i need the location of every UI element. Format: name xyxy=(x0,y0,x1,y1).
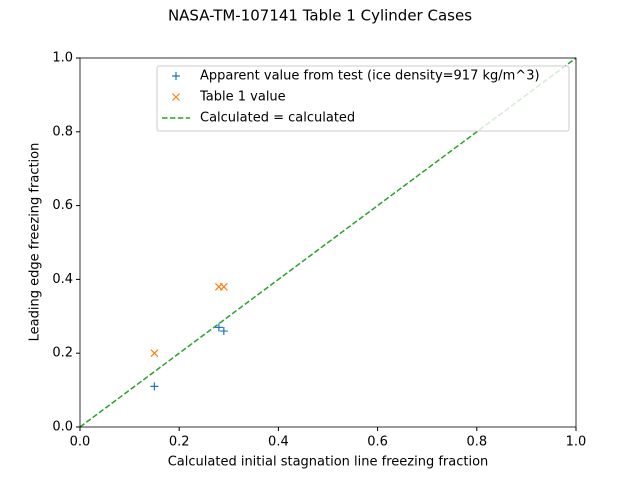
data-point xyxy=(150,382,159,391)
x-tick-label: 1.0 xyxy=(566,435,587,450)
y-tick-label: 0.8 xyxy=(52,124,73,139)
legend-marker xyxy=(172,93,180,101)
x-tick-label: 0.4 xyxy=(268,435,289,450)
legend-label: Calculated = calculated xyxy=(200,111,355,126)
legend-label: Table 1 value xyxy=(199,90,286,105)
plot-frame xyxy=(79,57,577,428)
data-point xyxy=(214,323,223,332)
y-tick-label: 0.6 xyxy=(52,198,73,213)
y-tick-label: 1.0 xyxy=(52,51,73,66)
x-axis-label: Calculated initial stagnation line freez… xyxy=(168,455,489,470)
x-tick-label: 0.0 xyxy=(70,435,91,450)
data-point xyxy=(219,282,228,291)
y-tick-label: 0.4 xyxy=(52,272,73,287)
x-tick-label: 0.8 xyxy=(466,435,487,450)
y-tick-label: 0.0 xyxy=(52,420,73,435)
legend-label: Apparent value from test (ice density=91… xyxy=(200,69,540,84)
y-axis-label: Leading edge freezing fraction xyxy=(28,143,43,342)
x-tick-label: 0.6 xyxy=(367,435,388,450)
legend: Apparent value from test (ice density=91… xyxy=(156,65,570,132)
data-point xyxy=(150,349,159,358)
x-tick-label: 0.2 xyxy=(169,435,190,450)
legend-marker xyxy=(172,72,180,80)
chart-title: NASA-TM-107141 Table 1 Cylinder Cases xyxy=(168,7,472,25)
data-point xyxy=(219,327,228,336)
legend-box xyxy=(156,65,570,132)
y-tick-label: 0.2 xyxy=(52,346,73,361)
